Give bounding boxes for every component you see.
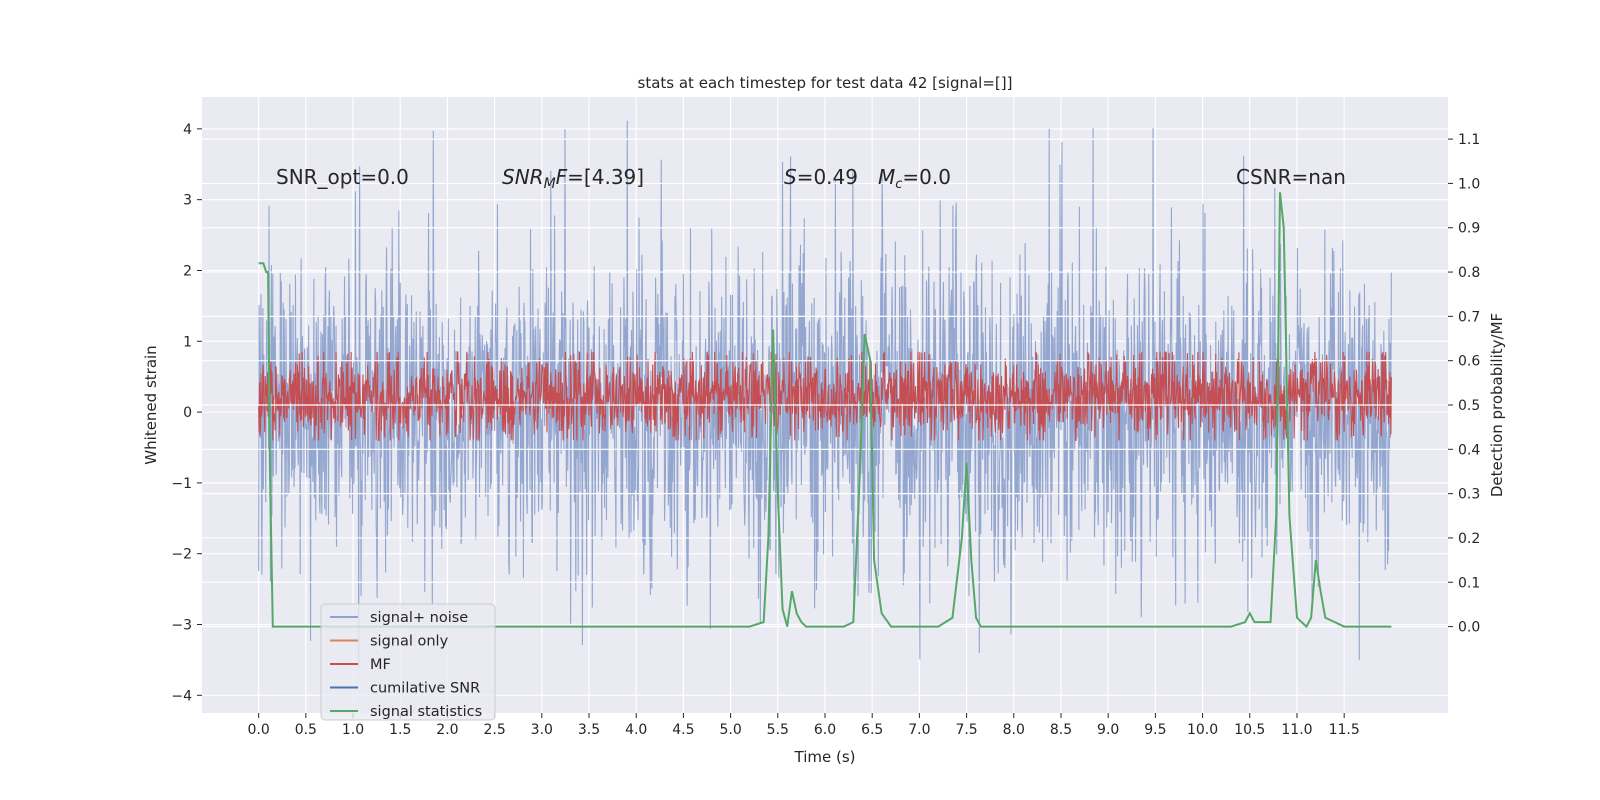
green-layer bbox=[258, 192, 1392, 629]
x-tick-label: 10.0 bbox=[1187, 722, 1218, 738]
x-tick-label: 6.5 bbox=[861, 722, 883, 738]
y-tick-label: −1 bbox=[171, 476, 192, 492]
y2-tick-label: 0.7 bbox=[1458, 309, 1480, 325]
y2-axis-label: Detection probability/MF bbox=[1488, 313, 1506, 497]
x-tick-label: 7.0 bbox=[908, 722, 930, 738]
y-tick-label: 1 bbox=[183, 334, 192, 350]
x-tick-label: 6.0 bbox=[814, 722, 836, 738]
x-tick-label: 5.0 bbox=[719, 722, 741, 738]
annotation-csnr: CSNR=nan bbox=[1236, 165, 1346, 189]
annotation-s: S=0.49 bbox=[784, 165, 858, 189]
x-tick-label: 7.5 bbox=[955, 722, 977, 738]
legend-label: signal+ noise bbox=[370, 610, 468, 626]
series-line-signal-statistics bbox=[258, 192, 1392, 629]
annotation-snr-mf: SNRMF=[4.39] bbox=[502, 165, 644, 192]
y2-tick-label: 0.5 bbox=[1458, 398, 1480, 414]
annotation-mc: Mc=0.0 bbox=[878, 165, 951, 192]
x-tick-label: 11.5 bbox=[1329, 722, 1360, 738]
annotation-snr-opt: SNR_opt=0.0 bbox=[276, 165, 409, 189]
legend-label: signal only bbox=[370, 634, 449, 650]
y-tick-label: −3 bbox=[171, 617, 192, 633]
y2-tick-label: 0.8 bbox=[1458, 265, 1480, 281]
x-tick-label: 2.0 bbox=[436, 722, 458, 738]
series-line-mf bbox=[258, 351, 1392, 442]
legend-label: MF bbox=[370, 657, 391, 673]
x-tick-label: 3.5 bbox=[578, 722, 600, 738]
x-tick-label: 9.0 bbox=[1097, 722, 1119, 738]
x-tick-label: 0.0 bbox=[248, 722, 270, 738]
y2-tick-label: 0.4 bbox=[1458, 442, 1480, 458]
annotations: SNR_opt=0.0 SNRMF=[4.39] S=0.49 Mc=0.0 C… bbox=[276, 165, 1346, 192]
x-tick-label: 1.5 bbox=[389, 722, 411, 738]
y-tick-label: −2 bbox=[171, 547, 192, 563]
x-tick-label: 4.5 bbox=[672, 722, 694, 738]
y2-tick-label: 0.1 bbox=[1458, 575, 1480, 591]
y-tick-label: 0 bbox=[183, 405, 192, 421]
series-layer bbox=[258, 120, 1392, 668]
ticks: 0.0 0.5 1.0 1.5 2.0 2.5 3.0 3.5 4.0 4.5 5.0 5.5 6.0 6… bbox=[171, 122, 1480, 738]
x-tick-label: 10.5 bbox=[1234, 722, 1265, 738]
legend: signal+ noise signal only MF cumilative SNR… bbox=[320, 603, 496, 721]
x-tick-label: 9.5 bbox=[1144, 722, 1166, 738]
y2-tick-label: 0.6 bbox=[1458, 354, 1480, 370]
y2-tick-label: 1.1 bbox=[1458, 132, 1480, 148]
y-tick-label: 2 bbox=[183, 263, 192, 279]
legend-label: signal statistics bbox=[370, 704, 482, 720]
y2-tick-label: 1.0 bbox=[1458, 176, 1480, 192]
y-tick-label: −4 bbox=[171, 688, 192, 704]
x-tick-label: 0.5 bbox=[295, 722, 317, 738]
y2-tick-label: 0.9 bbox=[1458, 221, 1480, 237]
y-axis-label: Whitened strain bbox=[142, 345, 160, 464]
x-tick-label: 2.5 bbox=[483, 722, 505, 738]
y-tick-label: 4 bbox=[183, 122, 192, 138]
x-tick-label: 8.0 bbox=[1003, 722, 1025, 738]
x-tick-label: 3.0 bbox=[531, 722, 553, 738]
y2-tick-label: 0.2 bbox=[1458, 531, 1480, 547]
y-tick-label: 3 bbox=[183, 193, 192, 209]
x-tick-label: 1.0 bbox=[342, 722, 364, 738]
x-tick-label: 4.0 bbox=[625, 722, 647, 738]
x-tick-label: 5.5 bbox=[767, 722, 789, 738]
legend-box bbox=[320, 603, 496, 721]
x-tick-label: 11.0 bbox=[1281, 722, 1312, 738]
y2-tick-label: 0.3 bbox=[1458, 487, 1480, 503]
y2-tick-label: 0.0 bbox=[1458, 620, 1480, 636]
chart-title: stats at each timestep for test data 42 … bbox=[638, 74, 1013, 92]
x-tick-label: 8.5 bbox=[1050, 722, 1072, 738]
x-axis-label: Time (s) bbox=[794, 748, 856, 766]
legend-label: cumilative SNR bbox=[370, 681, 480, 697]
